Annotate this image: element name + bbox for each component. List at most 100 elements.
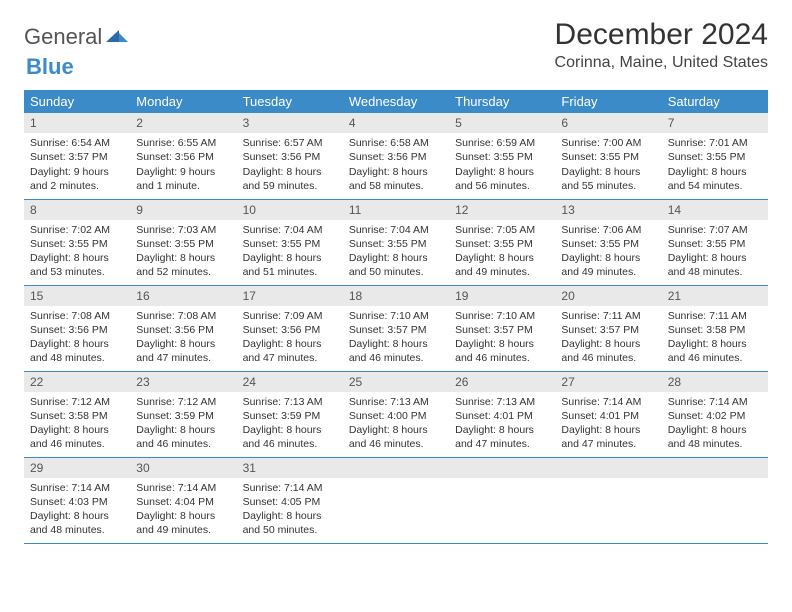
flag-icon [105, 28, 129, 46]
day-number: 1 [24, 113, 130, 133]
sunrise-text: Sunrise: 7:10 AM [455, 309, 549, 323]
calendar-cell [449, 457, 555, 543]
day-body: Sunrise: 7:08 AMSunset: 3:56 PMDaylight:… [24, 306, 130, 370]
day-number: 19 [449, 286, 555, 306]
daylight-text: Daylight: 8 hours and 46 minutes. [136, 423, 230, 451]
daylight-text: Daylight: 8 hours and 50 minutes. [243, 509, 337, 537]
sunrise-text: Sunrise: 7:13 AM [243, 395, 337, 409]
calendar-cell: 11Sunrise: 7:04 AMSunset: 3:55 PMDayligh… [343, 199, 449, 285]
sunset-text: Sunset: 3:56 PM [243, 150, 337, 164]
day-body: Sunrise: 6:57 AMSunset: 3:56 PMDaylight:… [237, 133, 343, 197]
sunset-text: Sunset: 3:58 PM [30, 409, 124, 423]
day-number: 4 [343, 113, 449, 133]
calendar-cell: 20Sunrise: 7:11 AMSunset: 3:57 PMDayligh… [555, 285, 661, 371]
daylight-text: Daylight: 8 hours and 47 minutes. [243, 337, 337, 365]
sunrise-text: Sunrise: 6:54 AM [30, 136, 124, 150]
day-number: 15 [24, 286, 130, 306]
calendar-cell: 31Sunrise: 7:14 AMSunset: 4:05 PMDayligh… [237, 457, 343, 543]
day-number: 9 [130, 200, 236, 220]
calendar-cell: 7Sunrise: 7:01 AMSunset: 3:55 PMDaylight… [662, 113, 768, 199]
day-number: 6 [555, 113, 661, 133]
sunset-text: Sunset: 3:55 PM [561, 237, 655, 251]
sunrise-text: Sunrise: 7:11 AM [668, 309, 762, 323]
calendar-row: 1Sunrise: 6:54 AMSunset: 3:57 PMDaylight… [24, 113, 768, 199]
daylight-text: Daylight: 8 hours and 52 minutes. [136, 251, 230, 279]
day-number: 16 [130, 286, 236, 306]
day-number: 29 [24, 458, 130, 478]
calendar-cell: 26Sunrise: 7:13 AMSunset: 4:01 PMDayligh… [449, 371, 555, 457]
calendar-cell: 22Sunrise: 7:12 AMSunset: 3:58 PMDayligh… [24, 371, 130, 457]
daylight-text: Daylight: 8 hours and 51 minutes. [243, 251, 337, 279]
calendar-cell: 23Sunrise: 7:12 AMSunset: 3:59 PMDayligh… [130, 371, 236, 457]
sunset-text: Sunset: 3:56 PM [136, 150, 230, 164]
weekday-header: Saturday [662, 90, 768, 113]
weekday-header: Monday [130, 90, 236, 113]
sunset-text: Sunset: 3:55 PM [243, 237, 337, 251]
day-body: Sunrise: 7:06 AMSunset: 3:55 PMDaylight:… [555, 220, 661, 284]
day-number: 30 [130, 458, 236, 478]
day-body: Sunrise: 7:07 AMSunset: 3:55 PMDaylight:… [662, 220, 768, 284]
sunset-text: Sunset: 3:57 PM [349, 323, 443, 337]
sunrise-text: Sunrise: 7:14 AM [30, 481, 124, 495]
calendar-cell: 4Sunrise: 6:58 AMSunset: 3:56 PMDaylight… [343, 113, 449, 199]
day-number: 24 [237, 372, 343, 392]
daylight-text: Daylight: 8 hours and 46 minutes. [349, 337, 443, 365]
daylight-text: Daylight: 8 hours and 48 minutes. [668, 251, 762, 279]
calendar-cell: 18Sunrise: 7:10 AMSunset: 3:57 PMDayligh… [343, 285, 449, 371]
day-body: Sunrise: 7:04 AMSunset: 3:55 PMDaylight:… [343, 220, 449, 284]
calendar-cell: 25Sunrise: 7:13 AMSunset: 4:00 PMDayligh… [343, 371, 449, 457]
day-number: 21 [662, 286, 768, 306]
sunset-text: Sunset: 3:55 PM [30, 237, 124, 251]
day-body: Sunrise: 7:05 AMSunset: 3:55 PMDaylight:… [449, 220, 555, 284]
day-number: 10 [237, 200, 343, 220]
sunset-text: Sunset: 3:55 PM [136, 237, 230, 251]
sunrise-text: Sunrise: 7:09 AM [243, 309, 337, 323]
brand-part1: General [24, 24, 102, 50]
weekday-header: Thursday [449, 90, 555, 113]
daylight-text: Daylight: 8 hours and 55 minutes. [561, 165, 655, 193]
sunrise-text: Sunrise: 7:14 AM [668, 395, 762, 409]
daylight-text: Daylight: 8 hours and 49 minutes. [136, 509, 230, 537]
day-number: 14 [662, 200, 768, 220]
month-title: December 2024 [555, 18, 768, 52]
sunset-text: Sunset: 3:57 PM [561, 323, 655, 337]
sunrise-text: Sunrise: 7:14 AM [561, 395, 655, 409]
sunrise-text: Sunrise: 7:10 AM [349, 309, 443, 323]
daylight-text: Daylight: 8 hours and 49 minutes. [561, 251, 655, 279]
day-body: Sunrise: 6:58 AMSunset: 3:56 PMDaylight:… [343, 133, 449, 197]
day-body: Sunrise: 6:59 AMSunset: 3:55 PMDaylight:… [449, 133, 555, 197]
day-body: Sunrise: 7:14 AMSunset: 4:03 PMDaylight:… [24, 478, 130, 542]
weekday-header: Tuesday [237, 90, 343, 113]
daylight-text: Daylight: 8 hours and 46 minutes. [455, 337, 549, 365]
sunset-text: Sunset: 3:57 PM [455, 323, 549, 337]
daylight-text: Daylight: 8 hours and 56 minutes. [455, 165, 549, 193]
sunrise-text: Sunrise: 7:03 AM [136, 223, 230, 237]
sunrise-text: Sunrise: 7:13 AM [349, 395, 443, 409]
sunset-text: Sunset: 3:58 PM [668, 323, 762, 337]
day-body: Sunrise: 7:10 AMSunset: 3:57 PMDaylight:… [343, 306, 449, 370]
day-number: 18 [343, 286, 449, 306]
sunset-text: Sunset: 3:59 PM [136, 409, 230, 423]
sunrise-text: Sunrise: 6:57 AM [243, 136, 337, 150]
day-number-bar [343, 458, 449, 478]
sunrise-text: Sunrise: 7:04 AM [349, 223, 443, 237]
day-number: 26 [449, 372, 555, 392]
sunset-text: Sunset: 3:55 PM [455, 150, 549, 164]
sunset-text: Sunset: 3:55 PM [668, 237, 762, 251]
day-number: 13 [555, 200, 661, 220]
sunrise-text: Sunrise: 7:07 AM [668, 223, 762, 237]
calendar-cell: 13Sunrise: 7:06 AMSunset: 3:55 PMDayligh… [555, 199, 661, 285]
day-body: Sunrise: 7:13 AMSunset: 4:01 PMDaylight:… [449, 392, 555, 456]
sunset-text: Sunset: 3:56 PM [136, 323, 230, 337]
day-number: 8 [24, 200, 130, 220]
calendar-row: 29Sunrise: 7:14 AMSunset: 4:03 PMDayligh… [24, 457, 768, 543]
sunrise-text: Sunrise: 7:08 AM [30, 309, 124, 323]
calendar-cell [555, 457, 661, 543]
daylight-text: Daylight: 9 hours and 2 minutes. [30, 165, 124, 193]
calendar-cell: 17Sunrise: 7:09 AMSunset: 3:56 PMDayligh… [237, 285, 343, 371]
sunset-text: Sunset: 4:01 PM [455, 409, 549, 423]
day-number-bar [449, 458, 555, 478]
day-number: 23 [130, 372, 236, 392]
day-number: 20 [555, 286, 661, 306]
sunrise-text: Sunrise: 7:13 AM [455, 395, 549, 409]
